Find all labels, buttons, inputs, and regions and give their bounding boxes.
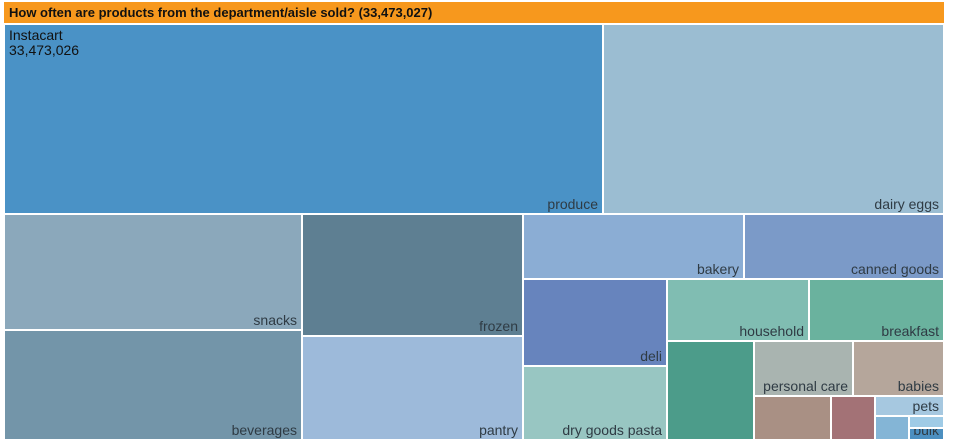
- cell-label-dry-goods-pasta: dry goods pasta: [562, 422, 662, 438]
- cell-label-beverages: beverages: [231, 422, 297, 438]
- treemap-cell-unlabeled-16[interactable]: [831, 396, 875, 440]
- chart-title: How often are products from the departme…: [4, 2, 944, 23]
- root-name: Instacart: [9, 27, 63, 43]
- treemap-cell-bakery[interactable]: bakery: [523, 214, 744, 279]
- cell-label-personal-care: personal care: [763, 378, 848, 394]
- cell-label-frozen: frozen: [479, 318, 518, 334]
- cell-label-deli: deli: [640, 348, 662, 364]
- treemap-cell-household[interactable]: household: [667, 279, 809, 341]
- treemap-cell-unlabeled-12[interactable]: [667, 341, 754, 440]
- cell-label-pantry: pantry: [479, 422, 518, 438]
- cell-label-dairy-eggs: dairy eggs: [874, 196, 939, 212]
- treemap-cell-personal-care[interactable]: personal care: [754, 341, 853, 396]
- treemap-cell-breakfast[interactable]: breakfast: [809, 279, 944, 341]
- cell-label-bakery: bakery: [696, 261, 739, 277]
- cell-label-pets: pets: [912, 398, 939, 414]
- cell-label-bulk: bulk: [913, 428, 939, 438]
- treemap-cell-pantry[interactable]: pantry: [302, 336, 523, 440]
- cell-label-babies: babies: [897, 378, 939, 394]
- cell-label-produce: produce: [547, 196, 598, 212]
- treemap-cell-unlabeled-19[interactable]: [909, 416, 944, 428]
- treemap-cell-unlabeled-18[interactable]: [875, 416, 909, 440]
- treemap-cell-dairy-eggs[interactable]: dairy eggs: [603, 24, 944, 214]
- cell-label-breakfast: breakfast: [881, 323, 939, 339]
- root-value: 33,473,026: [9, 42, 80, 58]
- treemap-cell-canned-goods[interactable]: canned goods: [744, 214, 944, 279]
- cell-label-snacks: snacks: [253, 312, 297, 328]
- treemap-cell-deli[interactable]: deli: [523, 279, 667, 366]
- cell-label-canned-goods: canned goods: [851, 261, 939, 277]
- treemap-cell-snacks[interactable]: snacks: [4, 214, 302, 330]
- treemap-cell-unlabeled-15[interactable]: [754, 396, 831, 440]
- cell-label-household: household: [739, 323, 804, 339]
- treemap-cell-pets[interactable]: pets: [875, 396, 944, 416]
- treemap-cell-produce[interactable]: produce: [4, 24, 603, 214]
- treemap-cell-beverages[interactable]: beverages: [4, 330, 302, 440]
- treemap-cell-babies[interactable]: babies: [853, 341, 944, 396]
- treemap[interactable]: produce dairy eggs snacks beverages frozen pa…: [4, 24, 944, 440]
- treemap-cell-dry-goods-pasta[interactable]: dry goods pasta: [523, 366, 667, 440]
- treemap-cell-frozen[interactable]: frozen: [302, 214, 523, 336]
- treemap-cell-bulk[interactable]: bulk: [909, 428, 944, 440]
